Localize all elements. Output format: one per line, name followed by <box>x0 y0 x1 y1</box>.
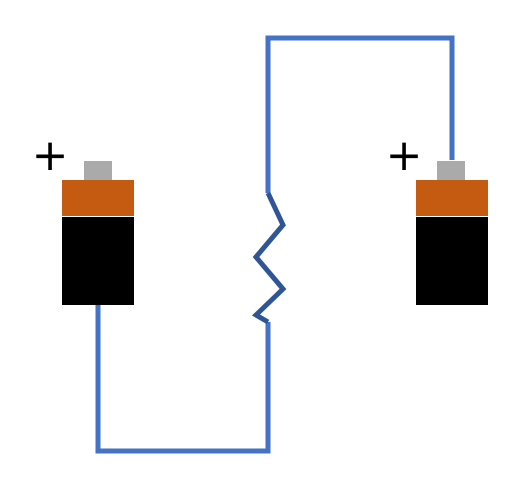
battery-right-body <box>416 217 488 305</box>
wire-bottom <box>95 305 271 454</box>
battery-left-body <box>62 217 134 305</box>
battery-right-terminal <box>437 161 465 180</box>
battery-left-plus-label: + <box>32 130 69 181</box>
wire-top <box>265 35 455 193</box>
battery-left-terminal <box>84 161 112 180</box>
battery-right <box>416 161 488 305</box>
battery-right-band <box>416 180 488 216</box>
battery-left <box>62 161 134 305</box>
resistor-icon <box>251 191 287 325</box>
battery-right-plus-label: + <box>386 130 423 181</box>
battery-left-band <box>62 180 134 216</box>
